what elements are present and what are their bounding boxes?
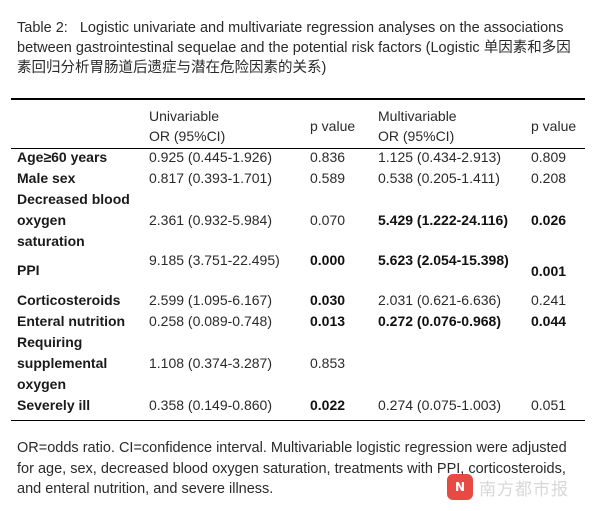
row-label: supplemental [17,355,108,371]
header-p-value-multivariable: p value [531,118,577,134]
row-label: Decreased blood [17,191,130,207]
header-univariable-or: OR (95%CI) [149,128,226,144]
watermark: N 南方都市报 [447,471,569,503]
univariable-or: 0.817 (0.393-1.701) [149,170,272,186]
univariable-or: 0.358 (0.149-0.860) [149,397,272,413]
row-label: Age≥60 years [17,149,108,165]
multivariable-or: 0.538 (0.205-1.411) [378,170,500,186]
multivariable-p: 0.001 [531,263,567,279]
row-label: Severely ill [17,397,91,413]
row-label: Male sex [17,170,76,186]
univariable-p: 0.836 [310,149,346,165]
univariable-p: 0.589 [310,170,346,186]
univariable-or: 0.258 (0.089-0.748) [149,313,272,329]
univariable-p: 0.070 [310,212,346,228]
table-caption: Table 2: Logistic univariate and multiva… [17,20,571,76]
row-label: saturation [17,233,85,249]
multivariable-p: 0.241 [531,292,567,308]
table-header-rule [11,148,585,149]
row-label: oxygen [17,212,67,228]
univariable-or: 0.925 (0.445-1.926) [149,149,272,165]
univariable-p: 0.853 [310,355,346,371]
univariable-p: 0.030 [310,292,346,308]
header-p-value-univariable: p value [310,118,356,134]
header-multivariable-or: OR (95%CI) [378,128,455,144]
multivariable-or: 5.429 (1.222-24.116) [378,212,508,228]
univariable-p: 0.000 [310,252,346,268]
univariable-or: 2.599 (1.095-6.167) [149,292,272,308]
table-footnote: OR=odds ratio. CI=confidence interval. M… [17,440,567,497]
multivariable-p: 0.809 [531,149,567,165]
header-multivariable: Multivariable [378,108,457,124]
row-label: Requiring [17,334,83,350]
row-label: PPI [17,262,40,278]
multivariable-p: 0.026 [531,212,567,228]
header-univariable: Univariable [149,108,220,124]
multivariable-or: 2.031 (0.621-6.636) [378,292,501,308]
row-label: oxygen [17,376,67,392]
watermark-text: 南方都市报 [479,479,569,500]
univariable-or: 1.108 (0.374-3.287) [149,355,272,371]
logo-glyph: N [454,480,466,494]
univariable-or: 2.361 (0.932-5.984) [149,212,272,228]
multivariable-p: 0.208 [531,170,567,186]
row-label: Enteral nutrition [17,313,126,329]
univariable-or: 9.185 (3.751-22.495) [149,252,280,268]
univariable-p: 0.013 [310,313,346,329]
univariable-p: 0.022 [310,397,346,413]
newspaper-logo-icon: N [447,474,473,500]
multivariable-or: 1.125 (0.434-2.913) [378,149,501,165]
multivariable-or: 5.623 (2.054-15.398) [378,252,509,268]
table-bottom-rule [11,420,585,421]
multivariable-or: 0.274 (0.075-1.003) [378,397,501,413]
table-top-rule [11,98,585,100]
row-label: Corticosteroids [17,292,121,308]
multivariable-p: 0.051 [531,397,567,413]
multivariable-or: 0.272 (0.076-0.968) [378,313,501,329]
multivariable-p: 0.044 [531,313,567,329]
